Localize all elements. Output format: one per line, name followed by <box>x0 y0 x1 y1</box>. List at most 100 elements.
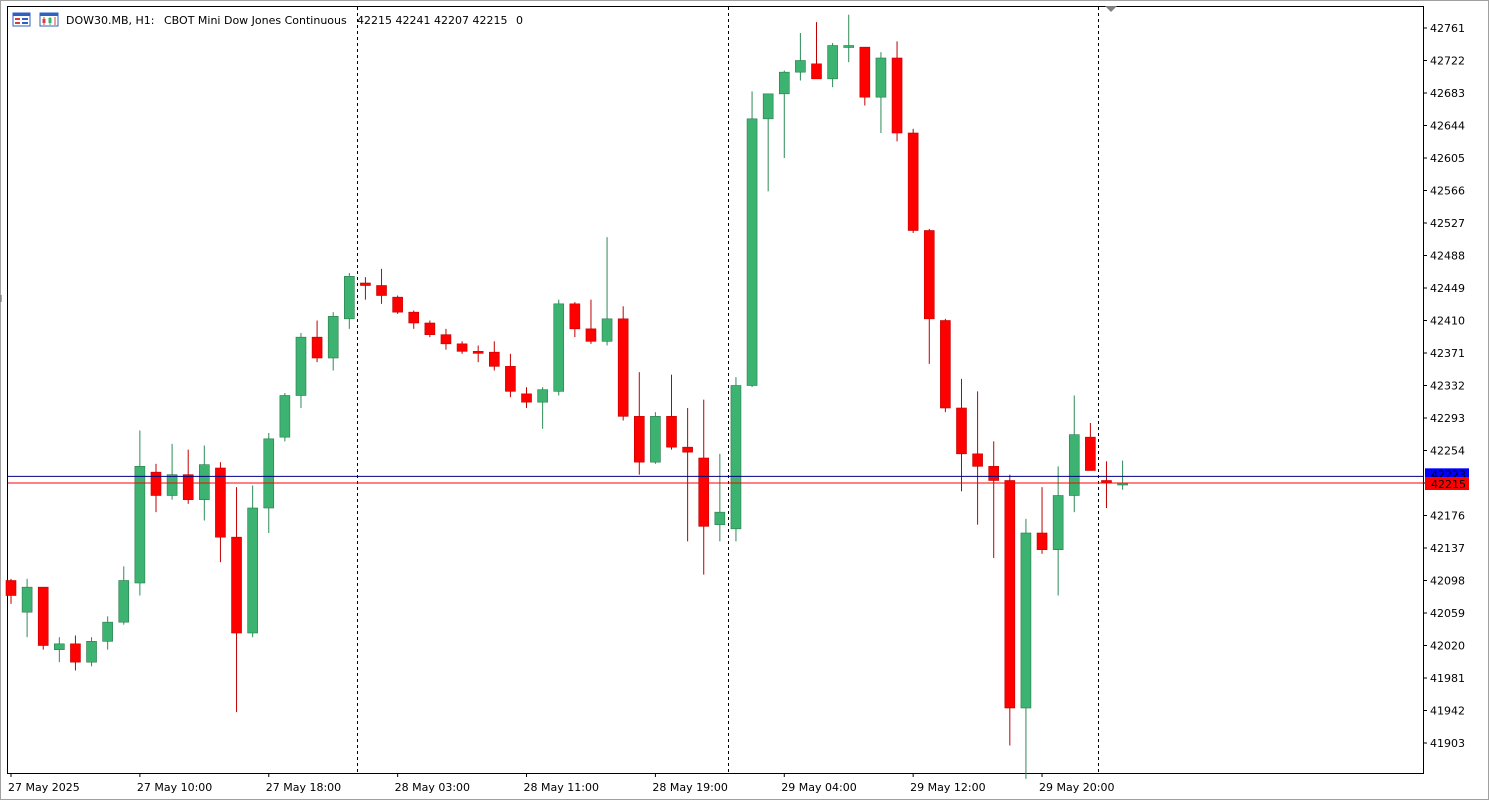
candle-body <box>714 511 726 525</box>
market-watch-icon[interactable] <box>12 12 31 27</box>
candle-body <box>956 407 967 455</box>
candle-body <box>279 395 291 438</box>
candle-body <box>1036 532 1048 550</box>
candle <box>424 320 436 338</box>
candle-body <box>601 318 613 342</box>
candle-body <box>875 57 887 98</box>
candle-body <box>488 351 500 367</box>
candle-body <box>537 389 548 403</box>
price-tick-label: 42722 <box>1430 55 1465 68</box>
time-tick-label: 29 May 04:00 <box>781 781 856 794</box>
candle <box>1004 474 1016 746</box>
candle <box>843 14 855 63</box>
price-tick-label: 42449 <box>1430 282 1465 295</box>
volume-value: 0 <box>516 14 523 27</box>
time-axis[interactable]: 27 May 2025 27 May 10:00 27 May 18:00 28 Ma… <box>8 773 1114 794</box>
candle <box>585 299 597 344</box>
candle <box>730 377 742 542</box>
candle <box>118 566 130 625</box>
candle-body <box>585 328 597 342</box>
candle <box>682 408 693 542</box>
day-separators <box>357 7 1099 773</box>
candle <box>633 372 645 475</box>
price-tick-label: 41903 <box>1430 737 1465 750</box>
price-tick-label: 42059 <box>1430 607 1465 620</box>
candle-body <box>617 318 629 417</box>
candle <box>456 341 468 354</box>
chart-window-icon[interactable] <box>39 12 59 27</box>
candle-body <box>311 336 323 359</box>
candle <box>778 70 790 158</box>
candle-body <box>778 71 790 95</box>
candle <box>215 462 226 563</box>
candle <box>698 399 710 575</box>
candle <box>488 341 500 371</box>
price-tick-label: 42371 <box>1430 347 1465 360</box>
candle-body <box>940 320 951 409</box>
candle <box>440 328 452 350</box>
candle-body <box>1020 532 1032 709</box>
time-tick-label: 27 May 2025 <box>8 781 80 794</box>
bid-price-badge-text: 42215 <box>1431 478 1466 491</box>
candle-body <box>456 343 468 352</box>
candle <box>521 387 532 408</box>
candle-body <box>521 393 532 403</box>
candle-body <box>795 60 806 73</box>
candle-body <box>440 334 452 345</box>
symbol-label: DOW30.MB, H1: <box>66 14 155 27</box>
price-tick-label: 42644 <box>1430 120 1465 133</box>
candle-body <box>408 311 420 324</box>
candle <box>279 393 291 442</box>
candle-body <box>891 57 903 134</box>
chart-shift-marker[interactable] <box>1105 6 1117 12</box>
candle <box>762 93 774 192</box>
candle <box>923 228 935 364</box>
price-tick-label: 42761 <box>1430 22 1465 35</box>
ohlc-values: 42215 42241 42207 42215 <box>357 14 507 27</box>
candle <box>940 318 951 413</box>
candle-body <box>134 466 146 584</box>
price-tick-label: 42137 <box>1430 542 1465 555</box>
candle <box>102 616 113 650</box>
time-tick-label: 28 May 03:00 <box>395 781 470 794</box>
candle-body <box>666 416 677 448</box>
price-tick-label: 42410 <box>1430 315 1465 328</box>
candle-body <box>5 580 17 596</box>
candlesticks <box>5 14 1128 779</box>
price-tick-label: 41981 <box>1430 672 1465 685</box>
candle-body <box>859 46 871 98</box>
plot-area-border <box>7 6 1424 774</box>
time-tick-label: 29 May 12:00 <box>910 781 985 794</box>
candle <box>601 237 613 346</box>
candle-body <box>166 474 178 496</box>
candle-body <box>376 285 387 296</box>
candle <box>811 22 822 80</box>
price-tick-label: 42488 <box>1430 250 1465 263</box>
price-tick-label: 42098 <box>1430 575 1465 588</box>
candle-body <box>150 471 162 496</box>
candle <box>1101 461 1112 508</box>
candle-body <box>231 536 242 634</box>
candle <box>54 637 65 663</box>
candle <box>231 487 242 713</box>
candle-body <box>360 282 371 286</box>
candle-body <box>746 118 758 386</box>
price-tick-label: 42176 <box>1430 510 1465 523</box>
price-axis[interactable]: 42761 42722 42683 42644 42605 42566 42527 42488… <box>1423 22 1465 750</box>
candle <box>360 277 371 300</box>
candle-body <box>263 438 275 509</box>
candle-body <box>392 296 403 313</box>
candle <box>376 268 387 304</box>
candle-body <box>1085 436 1096 471</box>
candle-body <box>698 457 710 527</box>
candle-body <box>682 446 693 453</box>
candle-body <box>182 474 194 500</box>
candle <box>70 635 81 671</box>
candle-body <box>102 621 113 642</box>
candle <box>875 52 887 133</box>
candle-body <box>650 416 661 463</box>
candle <box>553 299 565 396</box>
price-tick-label: 42683 <box>1430 87 1465 100</box>
